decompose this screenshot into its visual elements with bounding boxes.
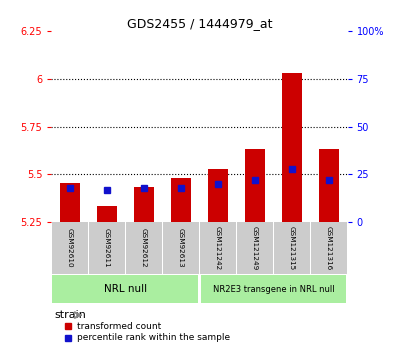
Bar bbox=[171, 178, 191, 222]
Bar bbox=[237, 222, 273, 274]
Text: GSM121315: GSM121315 bbox=[289, 226, 295, 270]
Bar bbox=[53, 275, 198, 303]
Text: GSM121249: GSM121249 bbox=[252, 226, 258, 270]
Bar bbox=[52, 222, 88, 274]
Text: NR2E3 transgene in NRL null: NR2E3 transgene in NRL null bbox=[213, 285, 334, 294]
Bar bbox=[245, 149, 265, 222]
Text: percentile rank within the sample: percentile rank within the sample bbox=[77, 333, 229, 342]
Text: GSM92612: GSM92612 bbox=[141, 228, 147, 268]
Text: GSM121316: GSM121316 bbox=[326, 226, 332, 270]
Text: GSM121242: GSM121242 bbox=[215, 226, 221, 270]
Title: GDS2455 / 1444979_at: GDS2455 / 1444979_at bbox=[127, 17, 272, 30]
Bar bbox=[208, 169, 228, 222]
Text: GSM92611: GSM92611 bbox=[104, 228, 110, 268]
Bar bbox=[163, 222, 199, 274]
Bar bbox=[126, 222, 162, 274]
Text: GSM92610: GSM92610 bbox=[67, 228, 73, 268]
Bar bbox=[134, 187, 154, 222]
Bar bbox=[282, 73, 302, 222]
Text: NRL null: NRL null bbox=[104, 284, 147, 294]
Bar bbox=[319, 149, 339, 222]
Text: GSM92613: GSM92613 bbox=[178, 228, 184, 268]
Bar bbox=[60, 183, 80, 222]
Bar bbox=[201, 275, 346, 303]
Bar bbox=[311, 222, 347, 274]
Bar bbox=[97, 206, 117, 222]
Bar bbox=[200, 222, 236, 274]
Bar bbox=[89, 222, 125, 274]
Bar bbox=[274, 222, 310, 274]
Text: strain: strain bbox=[55, 310, 86, 320]
Text: transformed count: transformed count bbox=[77, 322, 161, 331]
